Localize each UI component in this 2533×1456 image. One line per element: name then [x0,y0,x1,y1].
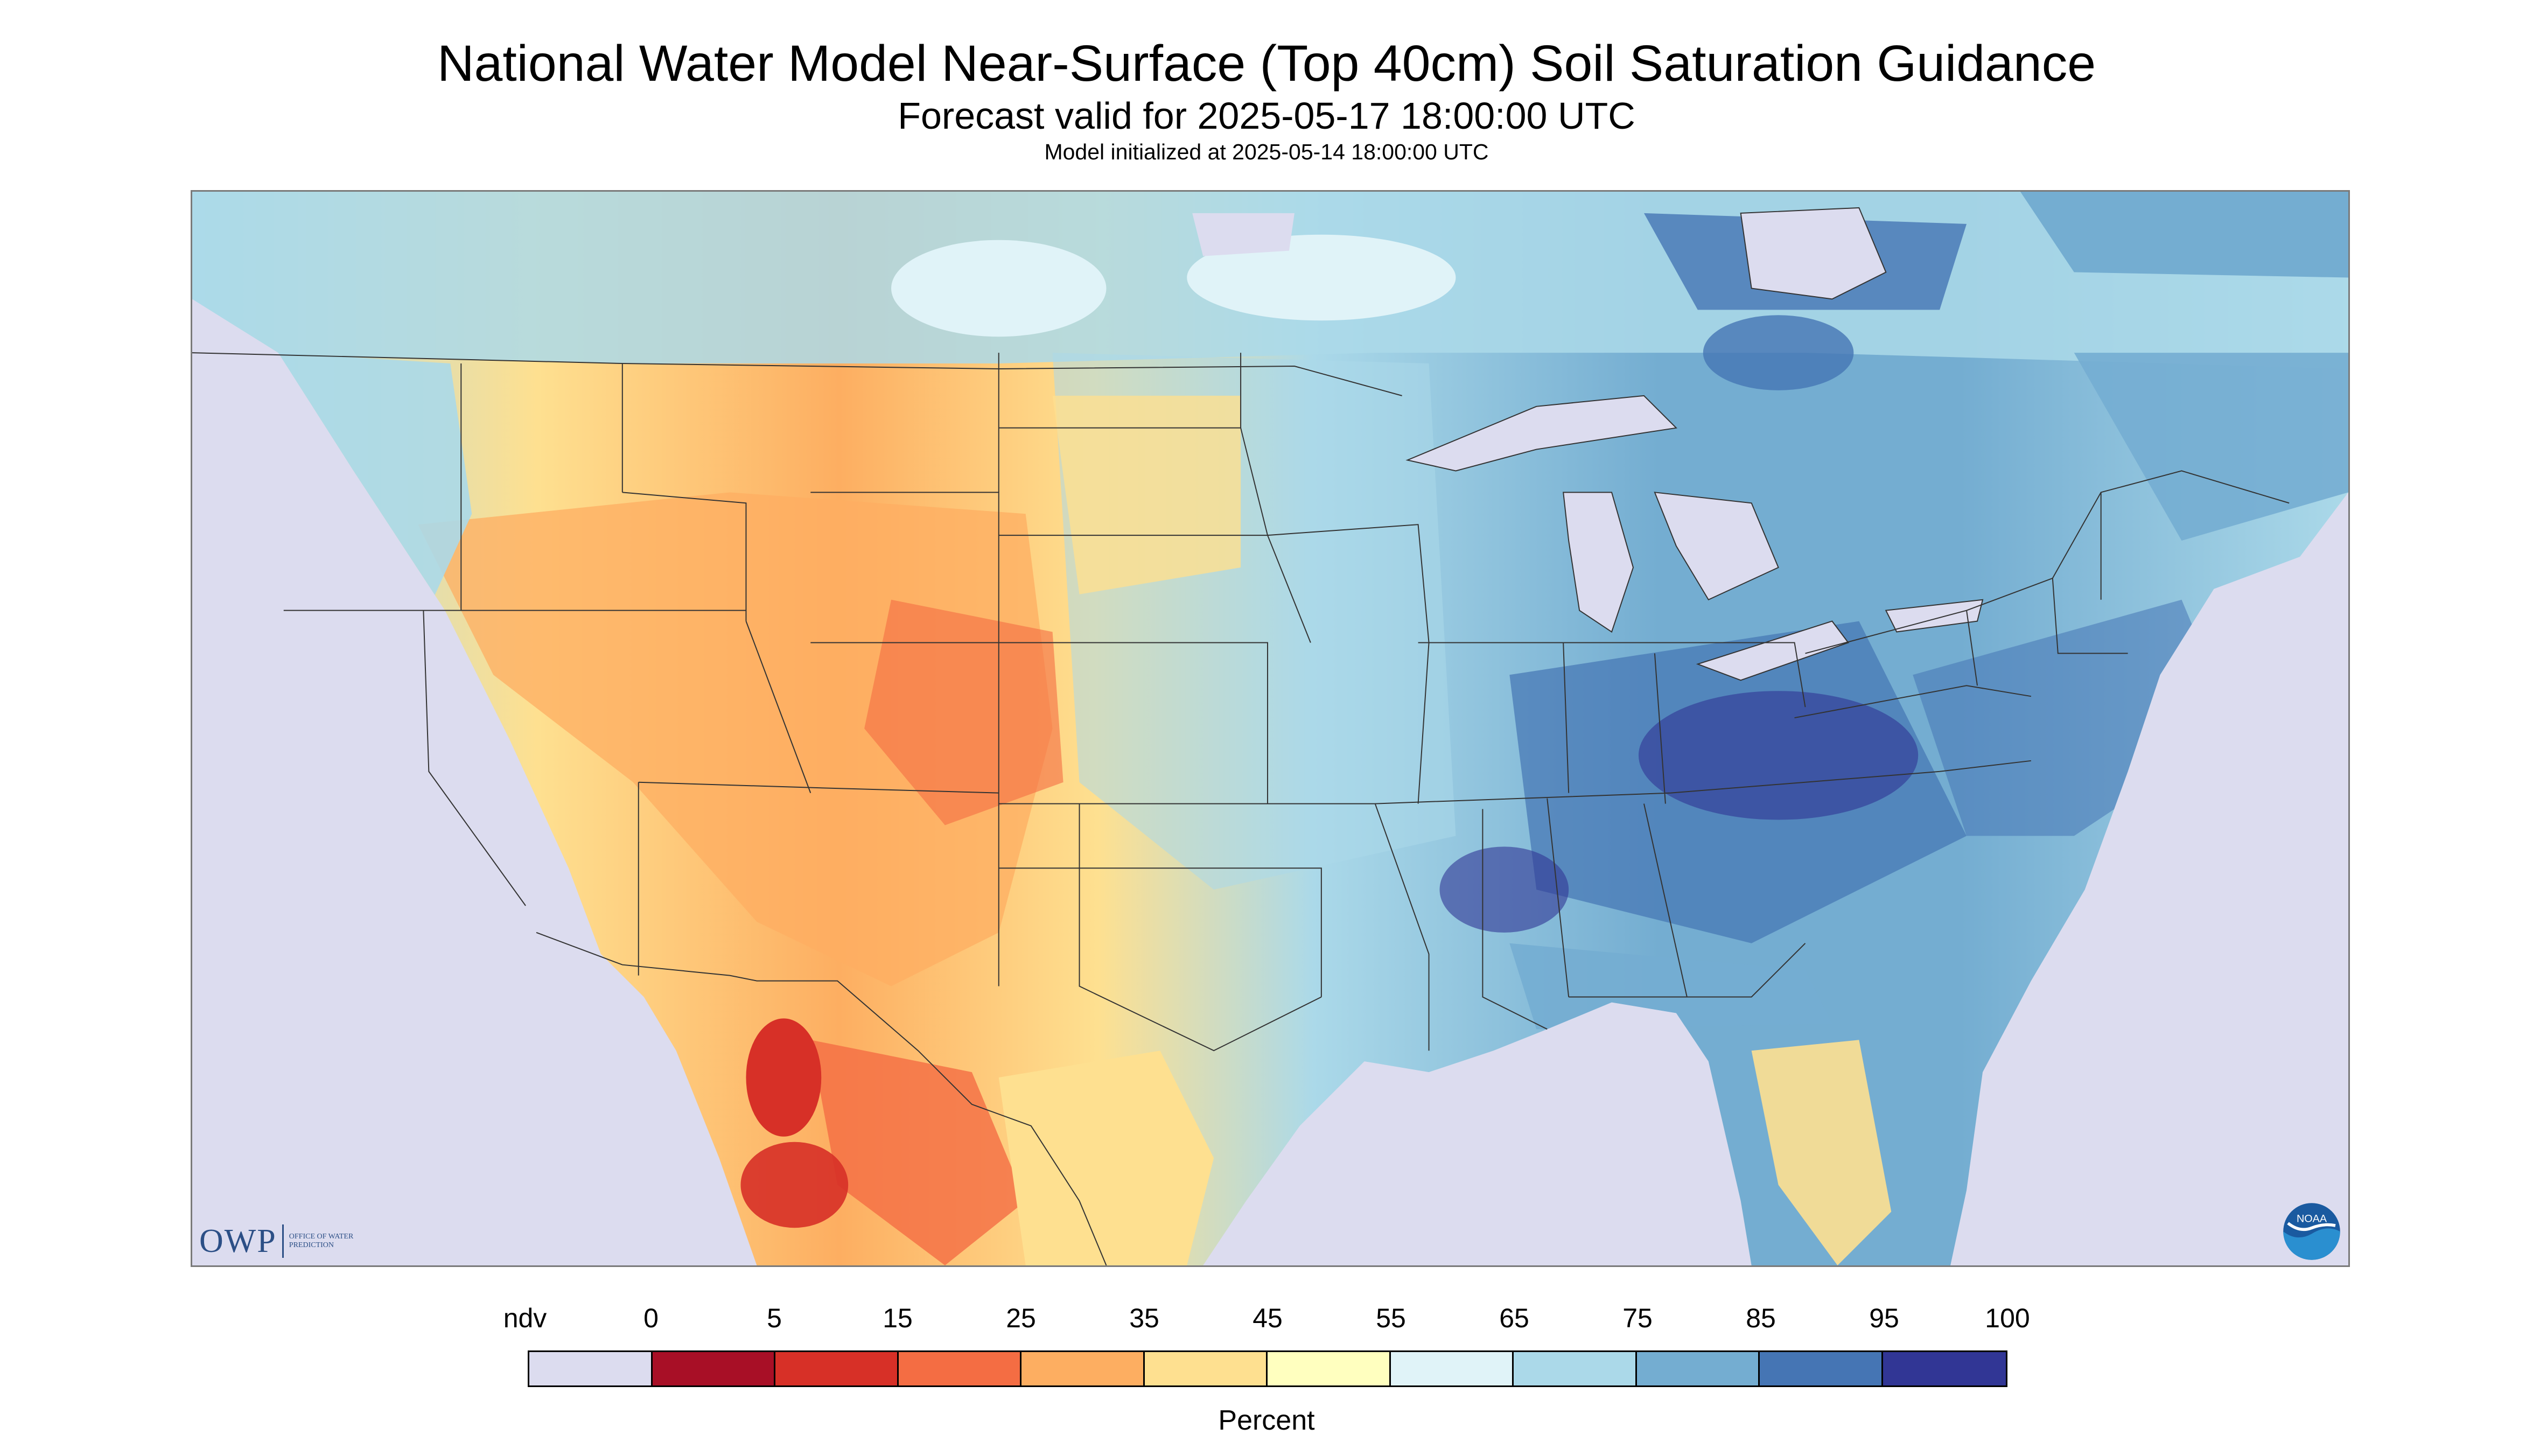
colorbar-tick-label-9: 75 [1622,1303,1653,1333]
colorbar-tick-label-10: 85 [1746,1303,1776,1333]
colorbar-tick-label-3: 15 [883,1303,913,1333]
colorbar-units: Percent [1218,1405,1315,1436]
lake-erie [1696,620,1850,681]
colorbar-tick-label-8: 65 [1499,1303,1529,1333]
colorbar-swatch-8 [1514,1352,1637,1385]
colorbar-swatch-6 [1268,1352,1391,1385]
land-field [192,192,2348,1265]
owp-logo-divider [282,1224,284,1258]
noaa-logo-text: NOAA [2297,1213,2327,1224]
map-title: National Water Model Near-Surface (Top 4… [437,35,2096,92]
forecast-valid-subtitle: Forecast valid for 2025-05-17 18:00:00 U… [898,95,1635,137]
colorbar-swatch-10 [1760,1352,1883,1385]
colorbar-tick-label-6: 45 [1252,1303,1283,1333]
colorbar-swatch-2 [775,1352,899,1385]
colorbar-tick-label-12: 100 [1985,1303,2030,1333]
colorbar-tick-label-0: ndv [503,1303,547,1333]
colorbar-swatch-9 [1636,1352,1760,1385]
map-canvas [192,192,2348,1265]
colorbar [528,1350,2007,1387]
colorbar-tick-label-2: 5 [767,1303,782,1333]
owp-logo-text: OWP [199,1222,277,1259]
lake-huron [1654,492,1779,601]
colorbar-tick-label-11: 95 [1869,1303,1899,1333]
colorbar-swatch-11 [1883,1352,2006,1385]
colorbar-swatch-3 [898,1352,1021,1385]
colorbar-tick-label-5: 35 [1129,1303,1159,1333]
colorbar-swatch-1 [652,1352,775,1385]
noaa-logo: NOAA [2283,1203,2340,1260]
colorbar-swatch-7 [1390,1352,1514,1385]
owp-logo: OWP OFFICE OF WATER PREDICTION [199,1222,354,1260]
colorbar-tick-label-1: 0 [643,1303,659,1333]
us-canada-border-east [1805,470,2290,654]
colorbar-tick-label-4: 25 [1006,1303,1036,1333]
lake-winnipeg [1192,213,1295,256]
lake-michigan [1563,492,1634,633]
water-bodies [1192,207,1984,681]
soil-saturation-map [191,190,2350,1267]
lake-nipigon [1740,207,1887,300]
colorbar-swatch-0 [529,1352,653,1385]
colorbar-swatch-5 [1144,1352,1268,1385]
colorbar-tick-label-7: 55 [1376,1303,1406,1333]
model-init-line: Model initialized at 2025-05-14 18:00:00… [1044,139,1489,164]
colorbar-swatch-4 [1021,1352,1145,1385]
lake-ontario [1885,599,1984,633]
owp-logo-subtext: OFFICE OF WATER PREDICTION [289,1233,354,1249]
boundaries [192,352,2290,1265]
us-mexico-border [536,932,1107,1265]
lake-superior [1405,395,1677,472]
